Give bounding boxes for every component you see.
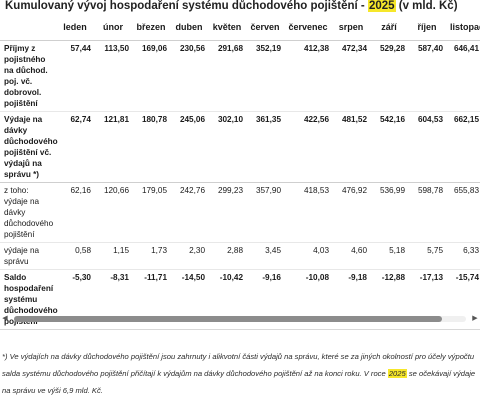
row-label: výdaje na správu <box>0 242 56 270</box>
row-label: z toho: výdaje na dávky důchodového poji… <box>0 182 56 243</box>
scroll-left-arrow-icon[interactable]: ◀ <box>2 315 8 322</box>
table-row-prijmy: Příjmy z pojistného na důchod. poj. vč. … <box>0 40 480 112</box>
table-cell: 299,23 <box>208 182 246 243</box>
table-cell: 418,53 <box>284 182 332 243</box>
horizontal-scrollbar[interactable]: ◀ ▶ <box>0 314 480 324</box>
table-cell: 5,75 <box>408 242 446 270</box>
table-row-z-toho: z toho: výdaje na dávky důchodového poji… <box>0 182 480 243</box>
table-cell: 291,68 <box>208 40 246 112</box>
title-year-highlight: 2025 <box>367 0 396 12</box>
table-cell: 357,90 <box>246 182 284 243</box>
table-cell: 242,76 <box>170 182 208 243</box>
table-cell: 6,33 <box>446 242 480 270</box>
footnote-year-highlight: 2025 <box>387 369 407 378</box>
table-cell: 62,74 <box>56 111 94 183</box>
header-month: červen <box>246 19 284 41</box>
scrollbar-track[interactable] <box>14 316 466 322</box>
header-month: říjen <box>408 19 446 41</box>
table-cell: 2,30 <box>170 242 208 270</box>
title-suffix: (v mld. Kč) <box>395 0 458 12</box>
table-cell: 62,16 <box>56 182 94 243</box>
table-cell: 4,03 <box>284 242 332 270</box>
table-cell: 472,34 <box>332 40 370 112</box>
table-cell: 57,44 <box>56 40 94 112</box>
table-cell: 598,78 <box>408 182 446 243</box>
table-cell: 1,15 <box>94 242 132 270</box>
table-cell: 302,10 <box>208 111 246 183</box>
table-cell: 529,28 <box>370 40 408 112</box>
table-cell: 179,05 <box>132 182 170 243</box>
table-cell: 245,06 <box>170 111 208 183</box>
table-cell: 180,78 <box>132 111 170 183</box>
header-row: leden únor březen duben květen červen če… <box>0 19 480 41</box>
header-month: listopad <box>446 19 480 41</box>
table-cell: 481,52 <box>332 111 370 183</box>
table-cell: 121,81 <box>94 111 132 183</box>
header-month: únor <box>94 19 132 41</box>
row-label: Příjmy z pojistného na důchod. poj. vč. … <box>0 40 56 112</box>
table-cell: 169,06 <box>132 40 170 112</box>
header-month: červenec <box>284 19 332 41</box>
table-cell: 422,56 <box>284 111 332 183</box>
header-month: březen <box>132 19 170 41</box>
header-month: srpen <box>332 19 370 41</box>
table-cell: 542,16 <box>370 111 408 183</box>
header-corner <box>0 19 56 41</box>
table-cell: 604,53 <box>408 111 446 183</box>
table-cell: 476,92 <box>332 182 370 243</box>
table-cell: 113,50 <box>94 40 132 112</box>
title-prefix: Kumulovaný vývoj hospodaření systému důc… <box>5 0 368 12</box>
table-row-vydaje: Výdaje na dávky důchodového pojištění vč… <box>0 111 480 183</box>
row-label: Výdaje na dávky důchodového pojištění vč… <box>0 111 58 183</box>
table-cell: 646,41 <box>446 40 480 112</box>
header-month: duben <box>170 19 208 41</box>
table-cell: 412,38 <box>284 40 332 112</box>
pension-table: leden únor březen duben květen červen če… <box>0 19 480 330</box>
table-cell: 2,88 <box>208 242 246 270</box>
footnote: *) Ve výdajích na dávky důchodového poji… <box>2 348 478 399</box>
table-cell: 230,56 <box>170 40 208 112</box>
table-cell: 1,73 <box>132 242 170 270</box>
table-cell: 536,99 <box>370 182 408 243</box>
table-cell: 120,66 <box>94 182 132 243</box>
table-cell: 4,60 <box>332 242 370 270</box>
table-row-sprava: výdaje na správu 0,58 1,15 1,73 2,30 2,8… <box>0 242 480 270</box>
scroll-right-arrow-icon[interactable]: ▶ <box>472 315 478 322</box>
header-month: září <box>370 19 408 41</box>
table-cell: 352,19 <box>246 40 284 112</box>
footnote-text-end: se očekávají výdaje na správu ve výši 6,… <box>2 369 476 395</box>
table-cell: 662,15 <box>446 111 480 183</box>
header-month: leden <box>56 19 94 41</box>
header-month: květen <box>208 19 246 41</box>
table-cell: 655,83 <box>446 182 480 243</box>
scrollbar-thumb[interactable] <box>14 316 442 322</box>
table-cell: 3,45 <box>246 242 284 270</box>
table-cell: 5,18 <box>370 242 408 270</box>
table-title: Kumulovaný vývoj hospodaření systému důc… <box>5 0 458 12</box>
table-cell: 587,40 <box>408 40 446 112</box>
footnote-text-start: *) Ve výdajích na dávky důchodového poji… <box>2 352 475 378</box>
table-cell: 361,35 <box>246 111 284 183</box>
table-scroll-container[interactable]: leden únor březen duben květen červen če… <box>0 19 480 331</box>
table-cell: 0,58 <box>56 242 94 270</box>
